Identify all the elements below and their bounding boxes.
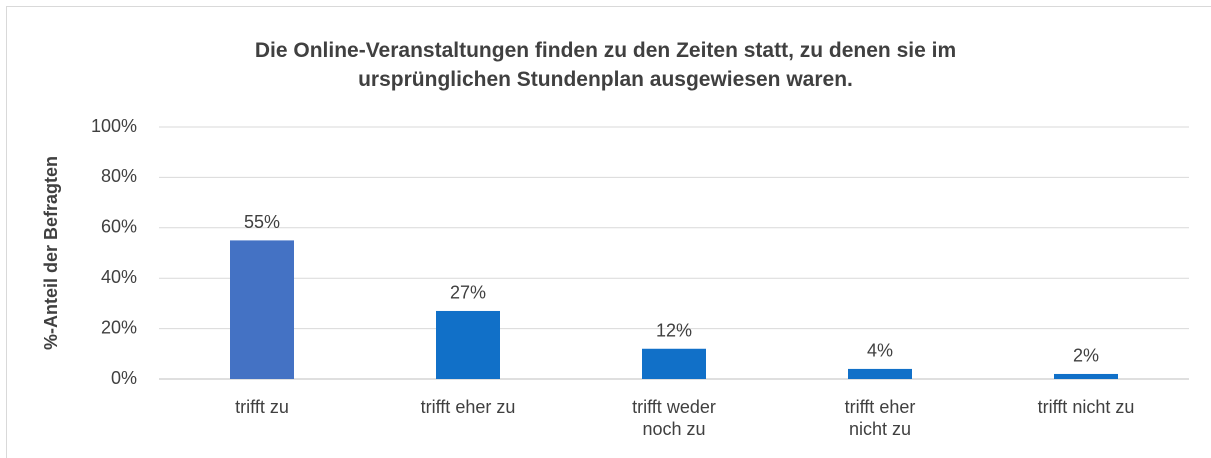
y-tick-label: 80% bbox=[101, 166, 137, 186]
x-tick-label: trifft weder noch zu bbox=[632, 397, 716, 439]
y-axis-title: %-Anteil der Befragten bbox=[41, 156, 61, 350]
bar bbox=[436, 310, 500, 379]
bar bbox=[230, 240, 294, 379]
chart-border bbox=[6, 6, 1211, 458]
data-label: 2% bbox=[1073, 346, 1099, 366]
x-tick-label: trifft zu bbox=[235, 397, 289, 417]
data-label: 4% bbox=[867, 341, 893, 361]
data-label: 12% bbox=[656, 321, 692, 341]
x-tick-label: trifft nicht zu bbox=[1037, 397, 1135, 417]
data-label: 55% bbox=[244, 212, 280, 232]
bar bbox=[1054, 373, 1118, 379]
y-tick-label: 60% bbox=[101, 217, 137, 237]
bar bbox=[642, 348, 706, 379]
bar bbox=[848, 368, 912, 379]
y-tick-label: 40% bbox=[101, 267, 137, 287]
y-tick-label: 20% bbox=[101, 317, 137, 337]
x-tick-label: trifft eher nicht zu bbox=[844, 397, 916, 439]
y-tick-label: 100% bbox=[91, 116, 137, 136]
x-tick-label: trifft eher zu bbox=[420, 397, 516, 417]
data-label: 27% bbox=[450, 283, 486, 303]
y-tick-label: 0% bbox=[111, 368, 137, 388]
chart-title: Die Online-Veranstaltungen finden zu den… bbox=[254, 39, 957, 91]
